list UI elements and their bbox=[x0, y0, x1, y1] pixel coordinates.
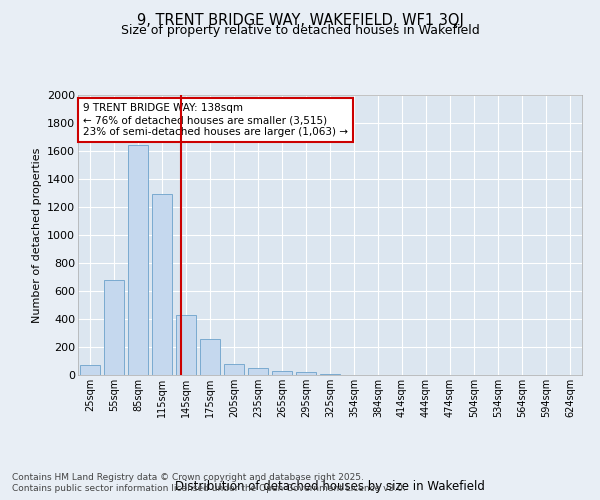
Bar bbox=[272, 371, 292, 375]
Bar bbox=[320, 374, 340, 375]
Bar bbox=[128, 146, 148, 375]
Y-axis label: Number of detached properties: Number of detached properties bbox=[32, 148, 41, 322]
Text: Contains HM Land Registry data © Crown copyright and database right 2025.: Contains HM Land Registry data © Crown c… bbox=[12, 472, 364, 482]
Text: Contains public sector information licensed under the Open Government Licence v3: Contains public sector information licen… bbox=[12, 484, 406, 493]
Bar bbox=[200, 340, 220, 375]
Text: Size of property relative to detached houses in Wakefield: Size of property relative to detached ho… bbox=[121, 24, 479, 37]
Bar bbox=[224, 364, 244, 375]
Bar bbox=[176, 315, 196, 375]
Bar bbox=[296, 372, 316, 375]
Bar bbox=[248, 368, 268, 375]
Bar bbox=[80, 365, 100, 375]
Text: 9, TRENT BRIDGE WAY, WAKEFIELD, WF1 3QJ: 9, TRENT BRIDGE WAY, WAKEFIELD, WF1 3QJ bbox=[137, 12, 463, 28]
Bar bbox=[152, 194, 172, 375]
X-axis label: Distribution of detached houses by size in Wakefield: Distribution of detached houses by size … bbox=[175, 480, 485, 492]
Text: 9 TRENT BRIDGE WAY: 138sqm
← 76% of detached houses are smaller (3,515)
23% of s: 9 TRENT BRIDGE WAY: 138sqm ← 76% of deta… bbox=[83, 104, 348, 136]
Bar bbox=[104, 280, 124, 375]
